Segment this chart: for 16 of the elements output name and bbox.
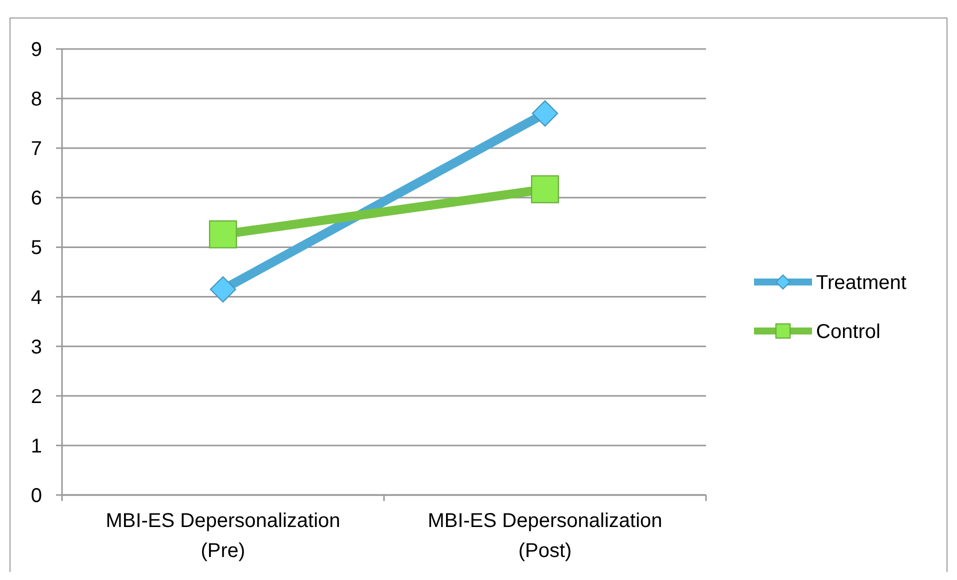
y-tick-label: 0	[30, 485, 42, 507]
y-tick-label: 5	[30, 237, 42, 260]
x-tick-label: MBI-ES Depersonalization (Pre)	[106, 510, 340, 562]
y-tick-label: 3	[30, 336, 42, 358]
x-tick-label: MBI-ES Depersonalization (Post)	[428, 510, 662, 562]
y-tick-label: 9	[30, 39, 42, 61]
y-tick-label: 7	[30, 138, 42, 160]
y-tick-label: 4	[30, 286, 42, 309]
point	[530, 175, 560, 204]
legend-label: Control	[816, 321, 880, 343]
y-tick-label: 6	[30, 188, 42, 210]
y-tick-label: 8	[30, 88, 42, 111]
y-tick-label: 1	[30, 435, 42, 458]
y-tick-label: 2	[30, 386, 42, 408]
point	[208, 220, 238, 248]
legend-label: Treatment	[816, 272, 907, 294]
